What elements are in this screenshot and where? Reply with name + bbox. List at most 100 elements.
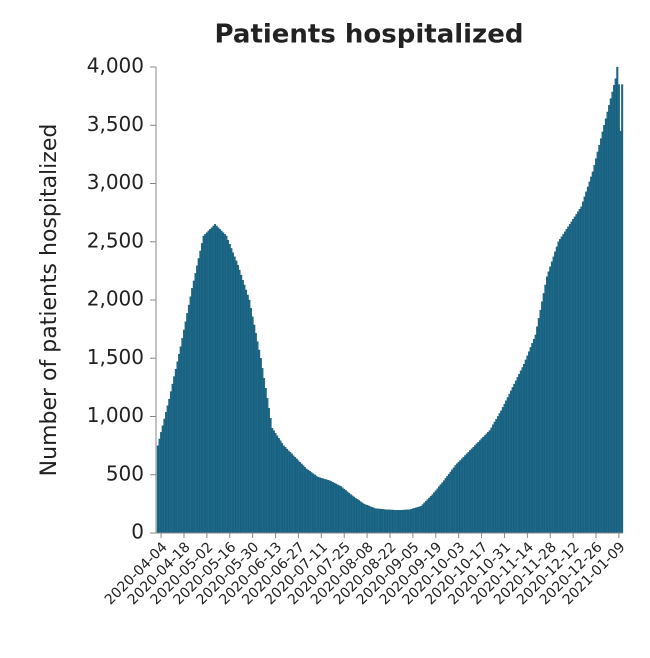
bar: [493, 421, 496, 534]
y-axis-label: Number of patients hospitalized: [37, 124, 62, 477]
bar: [289, 452, 292, 534]
bar: [496, 416, 499, 534]
bar: [367, 505, 370, 534]
bar: [611, 91, 614, 534]
bar: [178, 353, 181, 534]
bar: [572, 219, 575, 534]
bar: [441, 482, 444, 534]
bar: [464, 455, 467, 534]
bar: [436, 488, 439, 534]
bar: [302, 465, 305, 534]
bar: [537, 318, 540, 534]
bar: [254, 333, 257, 534]
bar: [585, 191, 588, 534]
bar: [184, 321, 187, 534]
bar: [560, 236, 563, 534]
bar: [418, 506, 421, 534]
bar: [256, 341, 259, 534]
bar: [407, 509, 409, 534]
bar: [346, 491, 349, 534]
bar: [377, 508, 380, 534]
bar: [472, 446, 475, 534]
bar: [546, 276, 548, 534]
bar: [415, 507, 418, 534]
bar: [241, 279, 244, 534]
bar: [240, 274, 243, 534]
bar: [292, 455, 295, 534]
bar: [272, 430, 275, 534]
bar: [168, 398, 171, 534]
bar: [395, 510, 398, 534]
bar: [251, 316, 254, 534]
bar: [304, 467, 306, 534]
bar: [295, 458, 298, 534]
bar: [232, 252, 234, 534]
bar: [565, 229, 568, 534]
bar: [519, 370, 522, 534]
bar: [369, 506, 372, 534]
bar: [356, 499, 359, 534]
bar: [503, 403, 506, 534]
bar: [619, 130, 622, 534]
bar: [158, 438, 161, 534]
bar: [510, 390, 512, 534]
bar: [261, 368, 264, 534]
bar: [189, 296, 192, 534]
bar: [220, 230, 223, 534]
bar: [179, 346, 182, 534]
bar: [423, 502, 426, 534]
bar: [176, 361, 179, 534]
bar: [166, 405, 169, 534]
bar: [160, 432, 163, 534]
bar: [361, 502, 364, 534]
bar: [217, 227, 220, 534]
bar: [248, 299, 251, 534]
bar: [426, 499, 429, 534]
bar: [581, 201, 584, 534]
bar: [591, 171, 594, 534]
y-tick-label: 2,000: [87, 287, 144, 311]
bar: [215, 225, 218, 534]
bar: [390, 509, 393, 534]
bar: [554, 251, 557, 534]
bar: [567, 226, 570, 534]
bar: [187, 304, 190, 534]
bar: [308, 471, 311, 534]
bar: [492, 424, 494, 534]
bar: [294, 457, 297, 534]
bar: [204, 234, 207, 534]
bar: [263, 378, 266, 534]
y-tick-label: 4,000: [87, 54, 144, 78]
bar: [380, 509, 383, 534]
bar: [413, 508, 416, 534]
bar: [500, 410, 503, 534]
bar: [470, 448, 473, 534]
bar: [599, 138, 602, 534]
bar: [266, 398, 269, 534]
bar: [402, 509, 405, 534]
bar: [279, 440, 282, 534]
bar: [305, 468, 308, 534]
bar: [552, 256, 555, 534]
bar: [354, 497, 357, 534]
bar: [398, 510, 401, 534]
bar: [214, 224, 217, 534]
bar: [338, 485, 341, 534]
bar: [397, 510, 400, 534]
bar: [277, 438, 280, 534]
bar: [230, 248, 233, 534]
bar: [557, 241, 560, 534]
bar: [609, 98, 612, 534]
bar: [389, 509, 391, 534]
bar: [297, 460, 300, 534]
bar: [516, 377, 519, 534]
bar: [511, 387, 514, 534]
bar: [405, 509, 408, 534]
bar: [449, 471, 452, 534]
bar: [573, 216, 576, 534]
bar: [425, 501, 427, 534]
bar: [196, 265, 199, 534]
bar: [310, 472, 313, 534]
bar: [173, 376, 176, 534]
